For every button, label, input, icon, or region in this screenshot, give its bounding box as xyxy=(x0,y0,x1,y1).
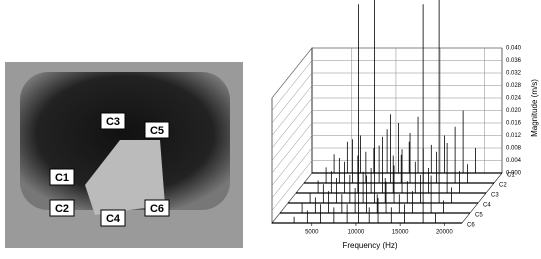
grid-line xyxy=(272,86,312,136)
y-tick-label: 0.040 xyxy=(506,46,522,52)
grid-line xyxy=(272,61,312,111)
grid-line xyxy=(272,73,312,123)
series-label: C5 xyxy=(475,213,483,219)
chart: 0.0000.0040.0080.0120.0160.0200.0240.028… xyxy=(272,0,539,250)
photo-label: C4 xyxy=(106,213,121,225)
y-tick-label: 0.036 xyxy=(506,58,522,64)
photo-label: C2 xyxy=(55,203,69,215)
series-label: C1 xyxy=(507,173,515,179)
y-tick-label: 0.024 xyxy=(506,96,522,102)
y-tick-label: 0.008 xyxy=(506,146,522,152)
grid-line xyxy=(272,136,312,186)
x-tick-label: 15000 xyxy=(392,230,409,236)
grid-line xyxy=(272,48,312,98)
grid-line xyxy=(272,173,312,223)
grid-line xyxy=(272,123,312,173)
y-tick-label: 0.020 xyxy=(506,108,522,114)
series-label: C4 xyxy=(483,203,491,209)
y-tick-label: 0.004 xyxy=(506,158,522,164)
photo-label: C3 xyxy=(106,116,120,128)
grid-line xyxy=(272,111,312,161)
photo-label: C6 xyxy=(150,203,164,215)
x-tick-label: 10000 xyxy=(348,230,365,236)
x-tick-label: 5000 xyxy=(305,230,319,236)
y-tick-label: 0.028 xyxy=(506,83,522,89)
photo-label: C5 xyxy=(150,125,164,137)
x-tick-label: 20000 xyxy=(436,230,453,236)
y-axis-label: Magnitude (m/s) xyxy=(530,79,539,137)
photo-label: C1 xyxy=(55,172,69,184)
grid-line xyxy=(272,98,312,148)
figure: C1C2C3C4C5C6 0.0000.0040.0080.0120.0160.… xyxy=(0,0,541,254)
series-label: C6 xyxy=(467,223,475,229)
page: C1C2C3C4C5C6 0.0000.0040.0080.0120.0160.… xyxy=(0,0,541,259)
y-tick-label: 0.016 xyxy=(506,121,522,127)
x-axis-label: Frequency (Hz) xyxy=(342,241,397,250)
y-tick-label: 0.032 xyxy=(506,71,522,77)
y-tick-label: 0.012 xyxy=(506,133,522,139)
series-label: C3 xyxy=(491,193,499,199)
series-label: C2 xyxy=(499,183,507,189)
grid-line xyxy=(272,148,312,198)
